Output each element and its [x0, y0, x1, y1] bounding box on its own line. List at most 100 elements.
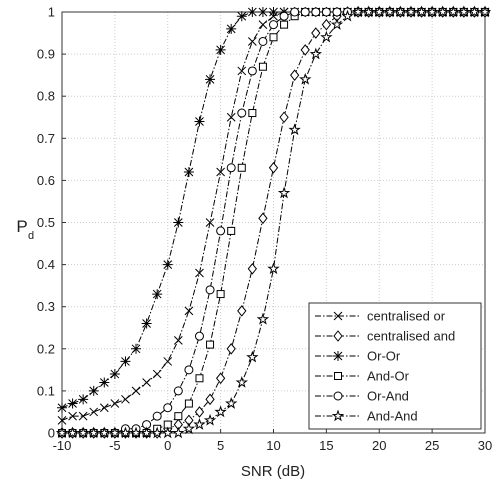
marker [98, 426, 111, 439]
marker [206, 340, 215, 349]
marker [55, 426, 69, 439]
marker [415, 5, 428, 18]
y-tick-label: 0 [48, 426, 55, 441]
legend-marker [333, 330, 343, 342]
marker [140, 426, 153, 439]
marker [89, 407, 99, 417]
legend-label: Or-And [367, 389, 409, 404]
marker [131, 343, 142, 354]
marker [184, 399, 193, 408]
marker [341, 9, 354, 22]
marker [268, 161, 279, 174]
marker [110, 399, 120, 408]
marker [152, 369, 162, 379]
marker [194, 116, 205, 127]
marker [321, 18, 332, 31]
legend-marker [334, 372, 342, 380]
x-tick-label: -5 [109, 438, 121, 453]
marker [182, 422, 196, 435]
marker [203, 413, 217, 426]
marker [173, 386, 183, 396]
marker [478, 5, 492, 18]
marker [162, 259, 173, 270]
marker [78, 394, 89, 405]
marker [227, 226, 236, 235]
legend-marker [331, 409, 345, 422]
legend-label: And-And [367, 409, 418, 424]
marker [216, 226, 226, 236]
legend-marker [333, 391, 343, 401]
marker [163, 357, 173, 366]
marker [290, 69, 300, 81]
y-tick-label: 0.6 [37, 173, 55, 188]
marker [109, 369, 120, 380]
x-tick-label: 30 [478, 438, 492, 453]
marker [300, 44, 310, 56]
marker [300, 7, 310, 17]
marker [172, 426, 185, 439]
y-tick-label: 0.9 [37, 47, 55, 62]
marker [226, 342, 236, 355]
marker [257, 7, 268, 17]
marker [194, 406, 205, 418]
marker [184, 365, 194, 375]
marker [247, 37, 257, 46]
marker [66, 426, 79, 439]
y-axis-label: P [16, 217, 27, 236]
marker [216, 290, 225, 299]
x-tick-label: 5 [217, 438, 224, 453]
marker [248, 109, 257, 118]
marker [173, 217, 184, 228]
marker [76, 426, 90, 439]
y-tick-label: 0.4 [37, 257, 55, 272]
marker [87, 426, 100, 439]
marker [311, 7, 321, 17]
marker [256, 312, 270, 325]
x-tick-label: -10 [53, 438, 72, 453]
marker [237, 305, 247, 317]
marker [173, 336, 183, 345]
marker [195, 374, 204, 383]
marker [150, 426, 164, 439]
marker [205, 393, 215, 406]
legend-label: centralised or [367, 309, 446, 324]
marker [57, 416, 67, 425]
marker [129, 426, 143, 439]
marker [247, 263, 257, 275]
marker [195, 268, 204, 278]
marker [216, 167, 225, 177]
marker [330, 18, 344, 30]
marker [247, 7, 258, 17]
marker [235, 375, 248, 388]
marker [394, 5, 407, 18]
marker [184, 306, 194, 316]
y-tick-label: 0.5 [37, 215, 55, 230]
marker [311, 27, 321, 39]
marker [279, 11, 289, 21]
marker [131, 386, 141, 396]
marker [142, 378, 151, 387]
marker [468, 5, 481, 18]
y-tick-label: 0.8 [37, 89, 55, 104]
marker [280, 20, 289, 29]
y-tick-label: 0.7 [37, 131, 55, 146]
marker [237, 163, 246, 172]
legend-marker [333, 311, 343, 321]
marker [141, 318, 152, 329]
marker [99, 403, 109, 413]
marker [309, 47, 323, 60]
marker [205, 218, 215, 227]
marker [277, 186, 291, 199]
marker [362, 5, 375, 18]
marker [119, 426, 132, 439]
marker [226, 23, 237, 34]
marker [237, 108, 247, 118]
marker [425, 5, 439, 18]
legend: centralised or centralised and Or-Or And-Or… [308, 302, 482, 430]
marker [332, 7, 342, 17]
marker [152, 289, 163, 300]
y-axis-label-subscript: d [28, 230, 34, 242]
marker [247, 66, 257, 76]
marker [288, 123, 301, 136]
